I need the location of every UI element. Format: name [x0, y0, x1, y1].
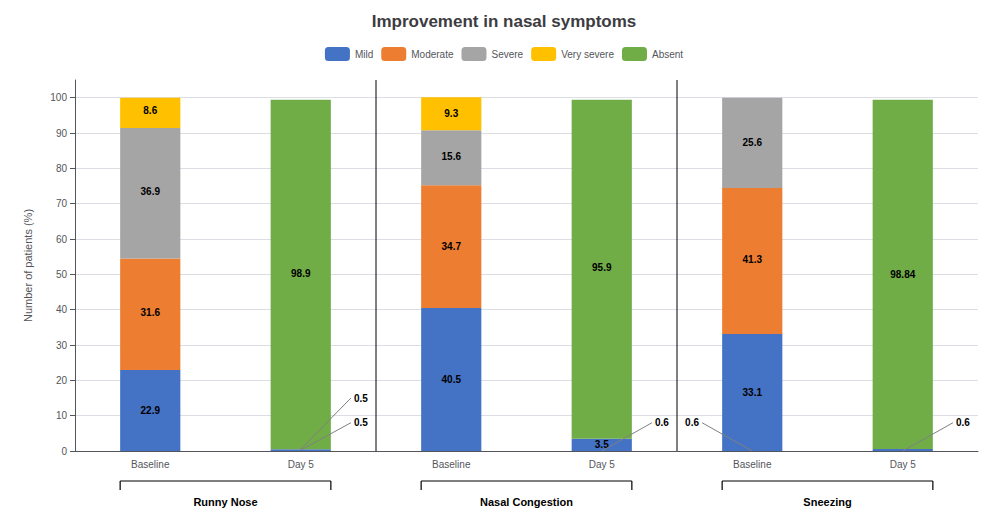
- svg-text:36.9: 36.9: [141, 186, 161, 197]
- svg-text:20: 20: [56, 375, 68, 386]
- svg-text:33.1: 33.1: [743, 387, 763, 398]
- svg-text:0.6: 0.6: [956, 417, 970, 428]
- svg-text:Day 5: Day 5: [589, 459, 616, 470]
- svg-text:25.6: 25.6: [743, 137, 763, 148]
- svg-text:0.5: 0.5: [354, 417, 368, 428]
- svg-text:Severe: Severe: [491, 49, 523, 60]
- svg-text:41.3: 41.3: [743, 254, 763, 265]
- svg-text:10: 10: [56, 410, 68, 421]
- svg-text:31.6: 31.6: [141, 307, 161, 318]
- svg-text:Baseline: Baseline: [131, 459, 170, 470]
- svg-text:8.6: 8.6: [143, 105, 157, 116]
- svg-text:0.6: 0.6: [655, 417, 669, 428]
- svg-text:0: 0: [61, 446, 67, 457]
- svg-text:Day 5: Day 5: [288, 459, 315, 470]
- svg-text:Number of patients (%): Number of patients (%): [22, 209, 34, 322]
- svg-text:Improvement in nasal symptoms: Improvement in nasal symptoms: [372, 12, 637, 31]
- svg-text:80: 80: [56, 163, 68, 174]
- svg-text:22.9: 22.9: [141, 405, 161, 416]
- svg-text:40.5: 40.5: [442, 374, 462, 385]
- svg-text:Day 5: Day 5: [890, 459, 917, 470]
- svg-text:Baseline: Baseline: [432, 459, 471, 470]
- svg-text:0.5: 0.5: [354, 393, 368, 404]
- svg-text:9.3: 9.3: [444, 108, 458, 119]
- svg-text:98.9: 98.9: [291, 268, 311, 279]
- svg-text:100: 100: [50, 92, 67, 103]
- svg-text:50: 50: [56, 269, 68, 280]
- svg-text:30: 30: [56, 340, 68, 351]
- svg-text:90: 90: [56, 128, 68, 139]
- svg-text:98.84: 98.84: [890, 269, 915, 280]
- svg-text:Sneezing: Sneezing: [803, 496, 851, 508]
- svg-text:3.5: 3.5: [595, 439, 609, 450]
- svg-text:Runny Nose: Runny Nose: [193, 496, 257, 508]
- svg-text:Nasal Congestion: Nasal Congestion: [480, 496, 573, 508]
- svg-text:Absent: Absent: [652, 49, 683, 60]
- svg-text:Baseline: Baseline: [733, 459, 772, 470]
- svg-text:34.7: 34.7: [442, 241, 462, 252]
- svg-text:Moderate: Moderate: [411, 49, 454, 60]
- svg-text:40: 40: [56, 304, 68, 315]
- svg-text:0.6: 0.6: [685, 417, 699, 428]
- svg-text:60: 60: [56, 234, 68, 245]
- svg-text:95.9: 95.9: [592, 262, 612, 273]
- svg-text:Mild: Mild: [355, 49, 373, 60]
- svg-text:Very severe: Very severe: [561, 49, 614, 60]
- svg-text:15.6: 15.6: [442, 151, 462, 162]
- svg-text:70: 70: [56, 198, 68, 209]
